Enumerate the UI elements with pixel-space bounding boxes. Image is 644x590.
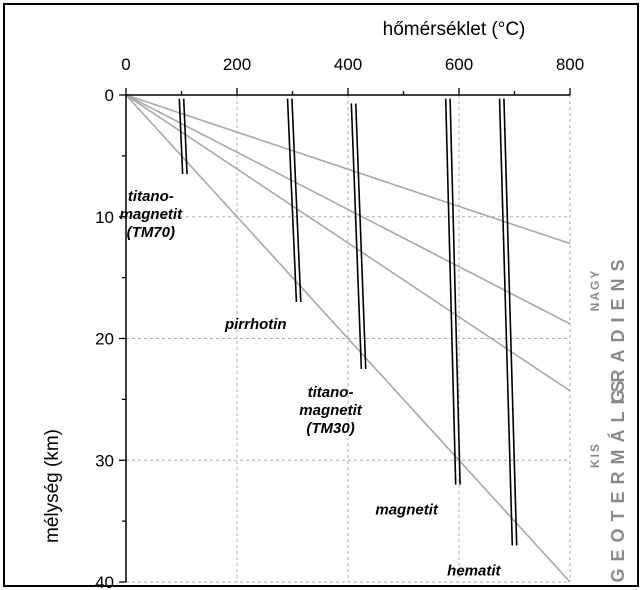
mineral-curve-right: [503, 98, 518, 546]
mineral-curves: [178, 98, 518, 546]
x-tick-labels: 0 200 400 600 800: [121, 55, 584, 74]
y-tick-labels: 0 10 20 30 40: [95, 86, 114, 590]
x-tick-label: 0: [121, 55, 130, 74]
y-axis-title: mélység (km): [42, 429, 63, 543]
mineral-curve-left: [444, 98, 457, 485]
mineral-curve-left: [350, 103, 363, 369]
mineral-curve-right: [182, 98, 188, 175]
mineral-label: magnetit: [375, 502, 439, 519]
side-label-geotermalis: GEOTERMÁLIS: [607, 373, 628, 582]
mineral-label: hematit: [447, 562, 501, 579]
geotherm-line: [125, 94, 571, 392]
chart-frame: [3, 3, 639, 587]
x-tick-label: 800: [556, 55, 584, 74]
x-axis-title: hőmérséklet (°C): [383, 19, 526, 40]
mineral-label: magnetit: [299, 402, 363, 419]
x-tick-label: 200: [223, 55, 251, 74]
axes: [119, 88, 571, 583]
side-label-kis: KIS: [588, 442, 602, 468]
mineral-label: (TM70): [127, 224, 175, 241]
mineral-labels: titano-magnetit(TM70)pirrhotintitano-mag…: [120, 188, 502, 579]
mineral-curve-left: [178, 98, 184, 175]
geotherm-lines: [125, 94, 571, 583]
geotherm-line: [125, 94, 571, 325]
side-label-nagy: NAGY: [588, 269, 602, 312]
mineral-curve-right: [449, 98, 461, 485]
mineral-curve-left: [286, 98, 298, 303]
x-tick-label: 400: [334, 55, 362, 74]
geotherm-line: [125, 94, 571, 583]
mineral-label: titano-: [128, 188, 174, 205]
y-tick-label: 20: [95, 330, 114, 349]
mineral-curve-right: [354, 103, 367, 369]
mineral-label: titano-: [308, 384, 354, 401]
mineral-label: magnetit: [120, 206, 184, 223]
geotherm-line: [125, 94, 571, 245]
mineral-curve-left: [498, 98, 514, 546]
mineral-curve-right: [291, 98, 302, 303]
side-label-gradiens: GRADIENS: [608, 252, 628, 403]
mineral-label: pirrhotin: [224, 316, 287, 333]
mineral-label: (TM30): [306, 420, 354, 437]
y-tick-label: 0: [105, 86, 114, 105]
y-tick-label: 10: [95, 208, 114, 227]
y-tick-label: 30: [95, 451, 114, 470]
y-tick-label: 40: [95, 573, 114, 590]
x-tick-label: 600: [445, 55, 473, 74]
